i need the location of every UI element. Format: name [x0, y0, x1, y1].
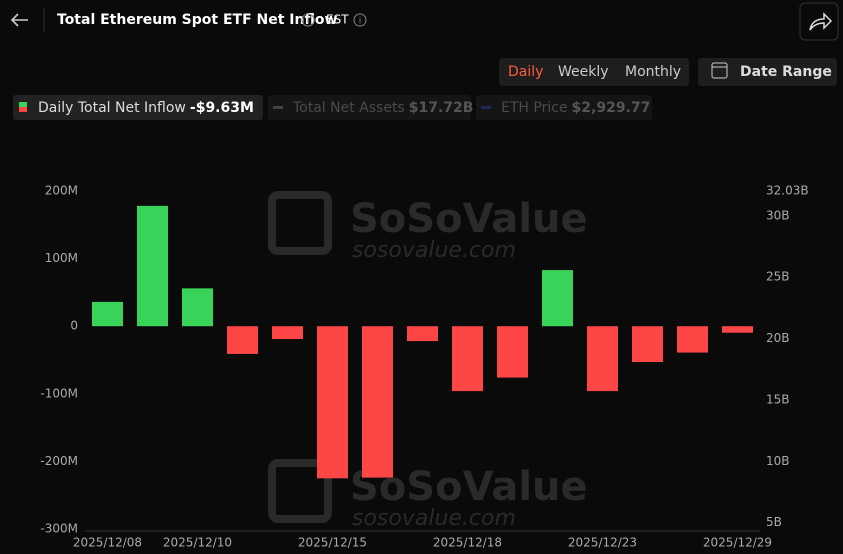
y-tick-label: 100M [45, 251, 78, 265]
x-tick-label: 2025/12/18 [433, 536, 502, 550]
date-range-label[interactable]: Date Range [740, 64, 832, 80]
legend-box[interactable] [476, 95, 652, 120]
y2-tick-label: 5B [766, 515, 782, 529]
x-tick-label: 2025/12/10 [163, 536, 232, 550]
legend-icon [19, 102, 27, 107]
tab[interactable]: Weekly [558, 64, 609, 80]
legend-label: ETH Price [501, 100, 568, 116]
info-icon[interactable]: i [301, 13, 315, 27]
bar [677, 326, 708, 353]
bar [632, 326, 663, 363]
watermark-site: sosovalue.com [352, 506, 516, 531]
back-button[interactable] [10, 13, 28, 27]
info-icon[interactable]: i [353, 13, 367, 27]
y2-tick-label: 20B [766, 331, 790, 345]
y-tick-label: -100M [40, 386, 78, 400]
bar [587, 326, 618, 392]
legend-icon [481, 106, 491, 109]
bar [317, 326, 348, 479]
y2-tick-label: 15B [766, 392, 790, 406]
tab-group [499, 58, 689, 86]
watermark-site: sosovalue.com [352, 238, 516, 263]
y2-tick-label: 32.03B [766, 184, 809, 198]
legend-value: $2,929.77 [572, 100, 651, 116]
y2-tick-label: 30B [766, 208, 790, 222]
share-button[interactable] [799, 2, 839, 41]
tab[interactable]: Daily [508, 64, 543, 80]
bar [497, 326, 528, 378]
svg-text:i: i [307, 17, 310, 27]
date-range-button[interactable] [698, 58, 837, 86]
y-tick-label: 200M [45, 184, 78, 198]
bar [722, 326, 753, 333]
bar [407, 326, 438, 342]
y-tick-label: 0 [70, 319, 78, 333]
bar [452, 326, 483, 392]
y-tick-label: -200M [40, 454, 78, 468]
bar [92, 301, 123, 327]
legend-box[interactable] [268, 95, 471, 120]
timezone[interactable]: EST [326, 13, 349, 27]
legend-value: -$9.63M [190, 100, 254, 116]
x-tick-label: 2025/12/29 [703, 536, 772, 550]
bar [362, 326, 393, 478]
legend-box[interactable] [13, 95, 263, 120]
bar [272, 326, 303, 340]
x-tick-label: 2025/12/08 [73, 536, 142, 550]
y2-tick-label: 10B [766, 454, 790, 468]
title: Total Ethereum Spot ETF Net Inflow [57, 12, 337, 28]
x-tick-label: 2025/12/15 [298, 536, 367, 550]
legend-icon [273, 106, 283, 109]
legend-icon [19, 107, 27, 112]
y2-tick-label: 25B [766, 270, 790, 284]
y-tick-label: -300M [40, 522, 78, 536]
x-tick-label: 2025/12/23 [568, 536, 637, 550]
legend-label: Total Net Assets [292, 100, 405, 116]
legend-label: Daily Total Net Inflow [38, 100, 186, 116]
tab[interactable]: Monthly [625, 64, 681, 80]
bar [137, 205, 168, 327]
watermark-brand: SoSoValue [350, 196, 588, 242]
watermark-logo [268, 191, 332, 255]
legend-value: $17.72B [409, 100, 474, 116]
bar [227, 326, 258, 354]
bar [542, 270, 573, 327]
svg-text:i: i [359, 17, 362, 27]
bar [182, 288, 213, 327]
watermark-logo [268, 459, 332, 523]
